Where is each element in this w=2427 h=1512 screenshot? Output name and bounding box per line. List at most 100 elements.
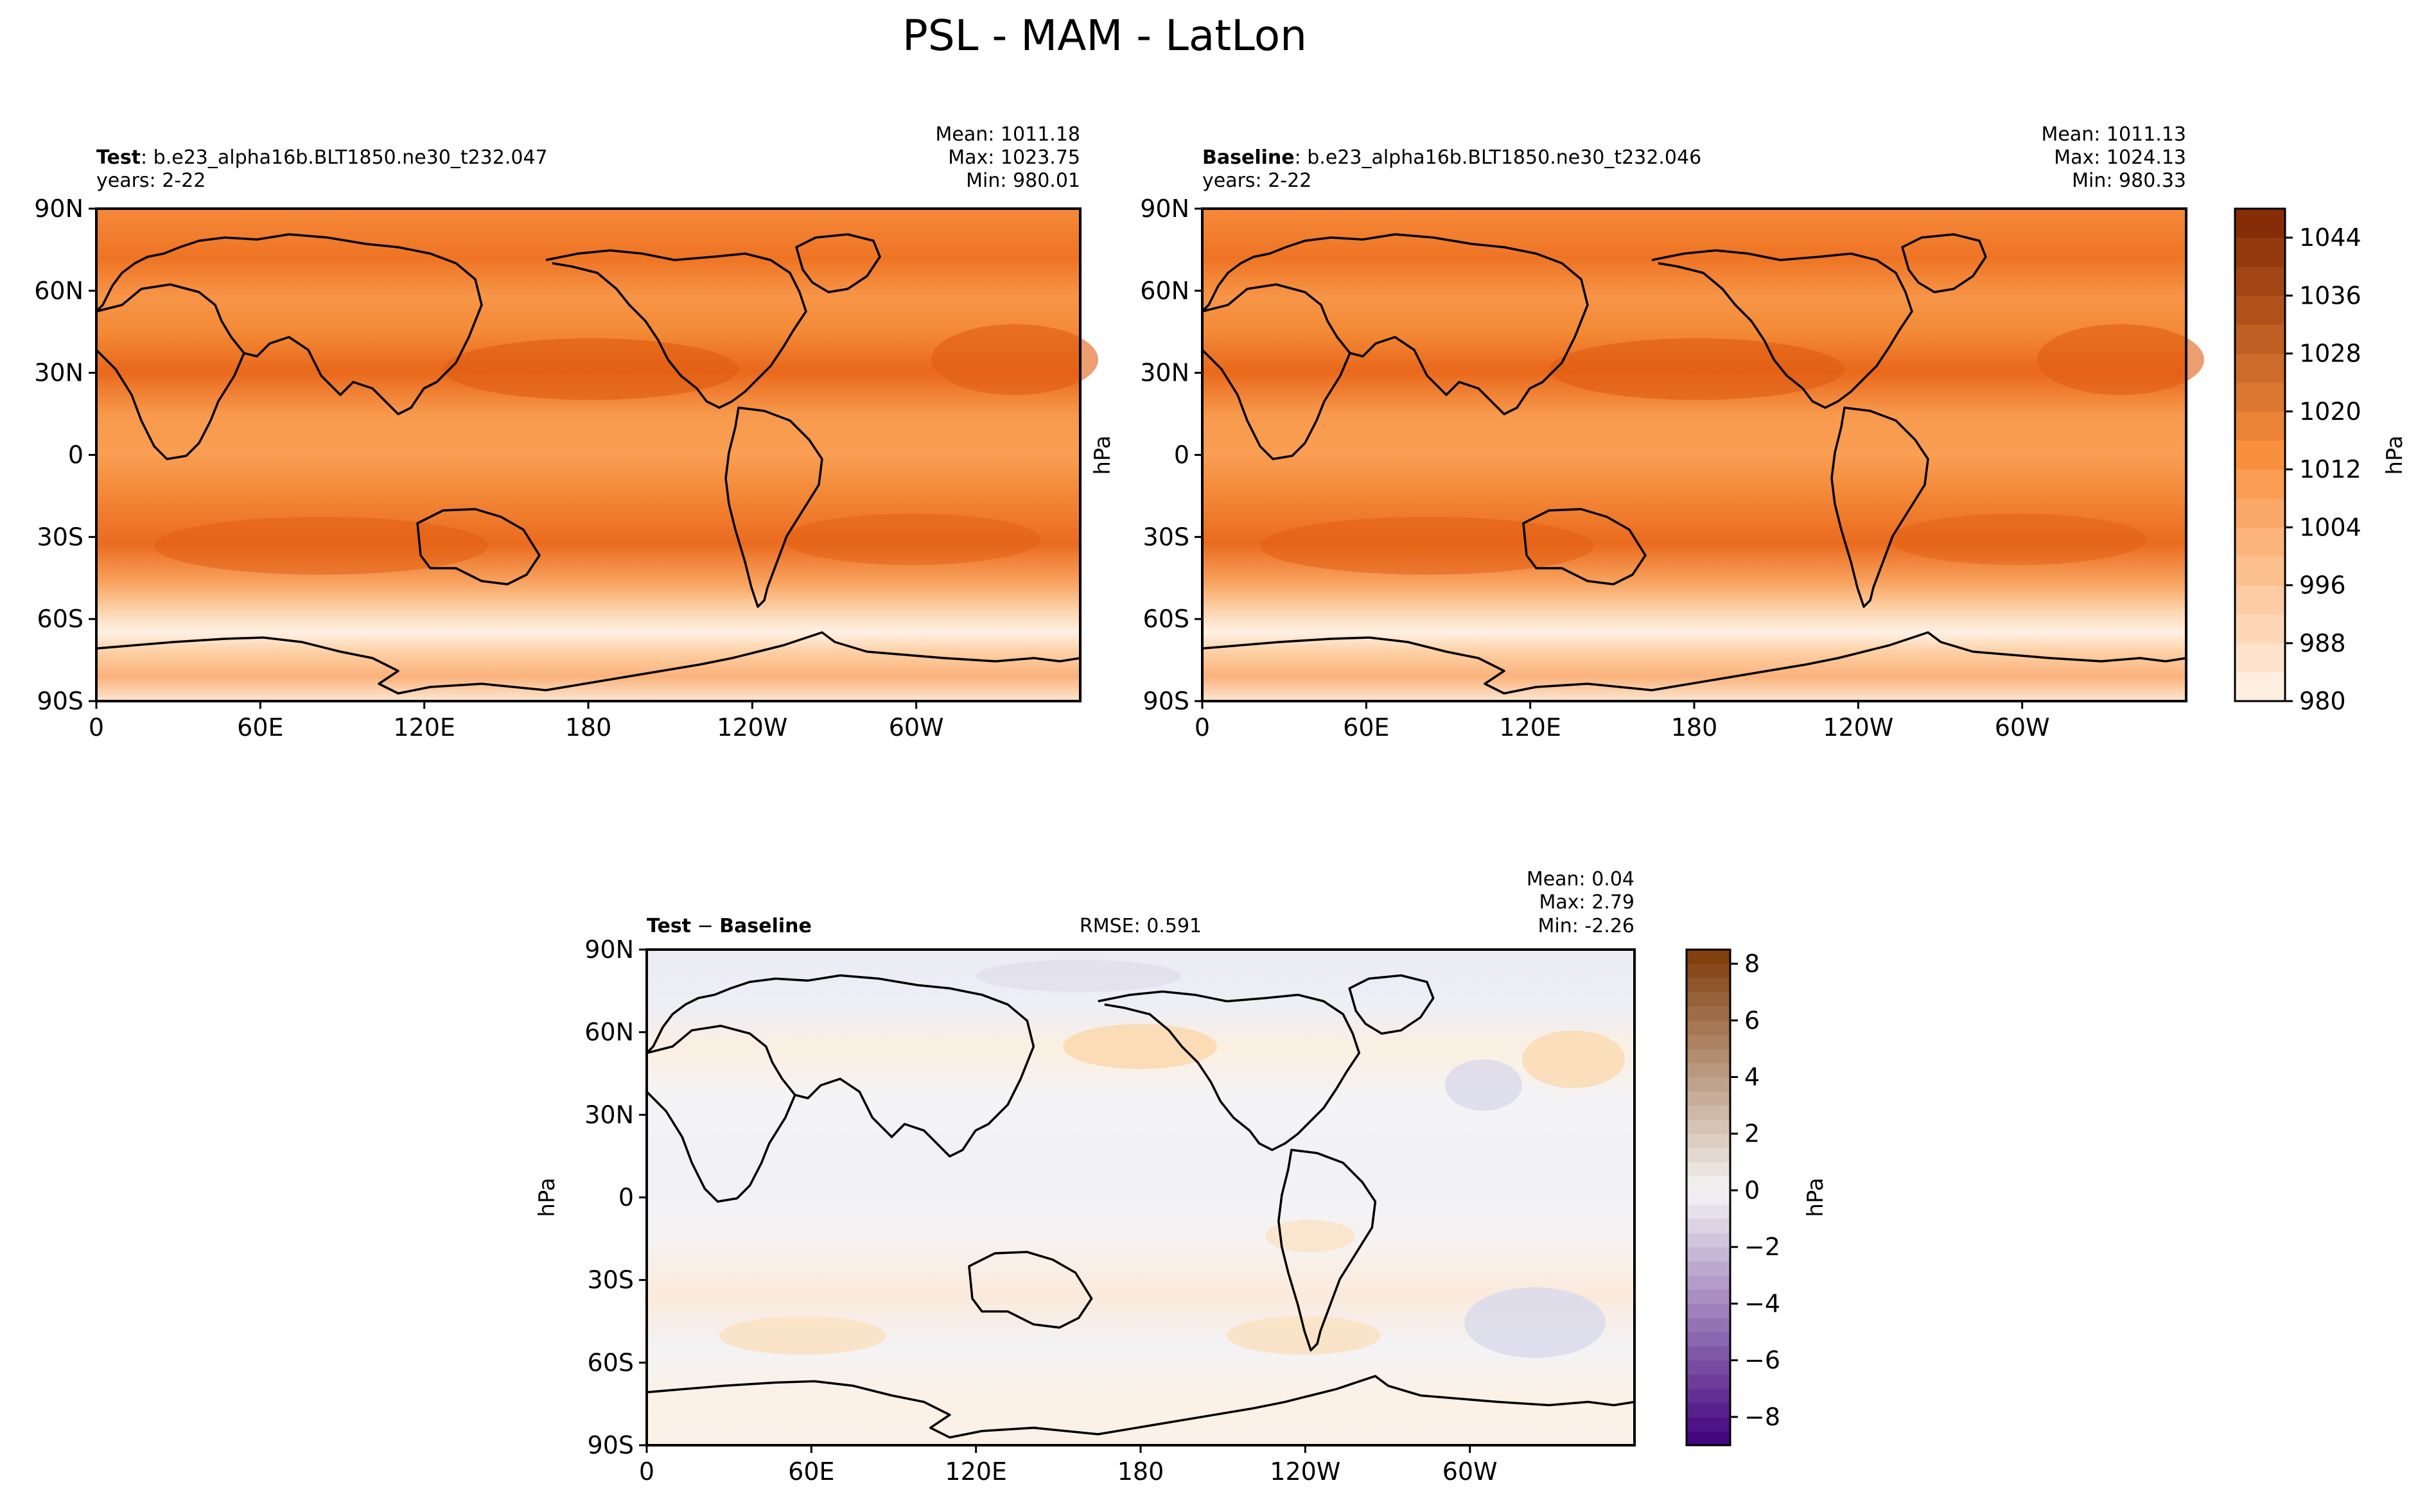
diff-colorbar-band	[1687, 992, 1730, 1007]
coast-australia	[968, 1251, 1093, 1329]
diff-colorbar-band	[1687, 1233, 1730, 1247]
diff-colorbar-band	[1687, 1332, 1730, 1347]
diff-colorbar-band	[1687, 1247, 1730, 1262]
baseline-ytick-label: 60N	[1140, 277, 1189, 305]
baseline-yticks: 90N 60N 30N 0 30S 60S 90S	[1140, 195, 1202, 715]
baseline-ytick-label: 90N	[1140, 195, 1189, 223]
diff-colorbar-tick-label: 4	[1744, 1063, 1760, 1091]
test-years: years: 2-22	[96, 169, 206, 192]
diff-colorbar-label: hPa	[1803, 1177, 1828, 1217]
figure-title: PSL - MAM - LatLon	[902, 11, 1307, 60]
abs-colorbar-tick-label: 980	[2299, 687, 2346, 715]
baseline-ytick-label: 60S	[1143, 605, 1189, 633]
abs-colorbar-tick-label: 1020	[2299, 397, 2361, 426]
abs-colorbar-band	[2235, 238, 2285, 267]
diff-rmse: RMSE: 0.591	[1080, 915, 1202, 937]
abs-colorbar-band	[2235, 469, 2285, 499]
diff-colorbar-band	[1687, 978, 1730, 993]
test-xtick-label: 180	[565, 713, 612, 742]
abs-colorbar-tick-label: 1028	[2299, 340, 2361, 368]
abs-colorbar-tick-label: 1036	[2299, 281, 2361, 309]
baseline-ylabel: hPa	[1090, 435, 1116, 474]
diff-colorbar-band	[1687, 1402, 1730, 1418]
abs-colorbar-ticks: 1044 1036 1028 1020 1012 1004 996 988 980	[2285, 223, 2361, 715]
coast-africa	[95, 283, 245, 460]
coast-australia	[416, 508, 541, 586]
diff-xtick-label: 120E	[945, 1457, 1007, 1486]
abs-colorbar-tick-label: 1012	[2299, 455, 2361, 483]
diff-colorbar-band	[1687, 1275, 1730, 1290]
diff-ytick-label: 30S	[588, 1266, 634, 1294]
abs-colorbar-tick-label: 996	[2299, 571, 2346, 600]
abs-colorbar-band	[2235, 672, 2285, 702]
diff-colorbar-tick-label: −8	[1744, 1403, 1780, 1431]
diff-colorbar-band	[1687, 1091, 1730, 1106]
baseline-xtick-label: 60W	[1995, 713, 2050, 742]
diff-map	[645, 948, 1636, 1447]
diff-colorbar-band	[1687, 1119, 1730, 1134]
diff-colorbar-band	[1687, 1430, 1730, 1446]
test-ytick-label: 90S	[37, 687, 83, 715]
diff-colorbar-band	[1687, 1105, 1730, 1120]
diff-xtick-label: 120W	[1270, 1457, 1340, 1486]
diff-xticks: 0 60E 120E 180 120W 60W	[639, 1445, 1498, 1486]
coast-antarctica	[646, 1375, 1635, 1439]
diff-colorbar-band	[1687, 1147, 1730, 1163]
baseline-max: Max: 1024.13	[2054, 146, 2186, 169]
diff-xtick-label: 180	[1117, 1457, 1164, 1486]
baseline-high-npac	[1549, 338, 1844, 400]
diff-colorbar-tick-label: 2	[1744, 1120, 1760, 1148]
abs-colorbar-band	[2235, 324, 2285, 354]
diff-xtick-label: 0	[639, 1457, 654, 1486]
diff-colorbar: 8 6 4 2 0 −2 −4 −6 −8 hPa	[1685, 948, 1828, 1447]
test-field	[96, 209, 1080, 701]
test-label: Test: b.e23_alpha16b.BLT1850.ne30_t232.0…	[96, 146, 548, 169]
baseline-high-satl	[1889, 514, 2146, 565]
diff-ytick-label: 60S	[588, 1348, 634, 1377]
coast-north-america	[545, 249, 807, 409]
diff-colorbar-band	[1687, 1303, 1730, 1318]
test-xtick-label: 60W	[889, 713, 944, 742]
diff-colorbar-band	[1687, 1219, 1730, 1233]
diff-mean: Mean: 0.04	[1527, 868, 1634, 891]
diff-colorbar-tick-label: −2	[1744, 1233, 1780, 1261]
diff-colorbar-tick-label: −6	[1744, 1346, 1780, 1375]
coast-antarctica	[96, 631, 1081, 695]
baseline-ytick-label: 30S	[1143, 523, 1189, 551]
diff-colorbar-band	[1687, 1416, 1730, 1432]
diff-colorbar-band	[1687, 950, 1730, 964]
abs-colorbar-band	[2235, 353, 2285, 383]
diff-colorbar-band	[1687, 1034, 1730, 1049]
test-yticks: 90N 60N 30N 0 30S 60S 90S	[34, 195, 96, 715]
diff-panel: Test − Baseline RMSE: 0.591 Mean: 0.04 M…	[534, 868, 1636, 1486]
diff-xtick-label: 60W	[1442, 1457, 1498, 1486]
diff-colorbar-band	[1687, 964, 1730, 978]
diff-colorbar-tick-label: −4	[1744, 1289, 1780, 1317]
baseline-label: Baseline: b.e23_alpha16b.BLT1850.ne30_t2…	[1202, 146, 1701, 169]
abs-colorbar-band	[2235, 266, 2285, 296]
baseline-years: years: 2-22	[1202, 169, 1311, 192]
abs-colorbar-band	[2235, 614, 2285, 644]
abs-colorbar-band	[2235, 295, 2285, 325]
diff-pos-natl	[1522, 1030, 1625, 1088]
coast-africa	[1201, 283, 1351, 460]
diff-field	[647, 950, 1634, 1445]
diff-colorbar-band	[1687, 1360, 1730, 1375]
coast-eurasia	[645, 974, 1035, 1158]
abs-colorbar-tick-label: 1004	[2299, 513, 2361, 541]
abs-colorbar-tick-label: 1044	[2299, 223, 2361, 252]
baseline-field	[1202, 209, 2186, 701]
diff-colorbar-band	[1687, 1020, 1730, 1035]
baseline-label-bold: Baseline	[1202, 146, 1295, 169]
diff-max: Max: 2.79	[1539, 891, 1634, 914]
test-panel: Test: b.e23_alpha16b.BLT1850.ne30_t232.0…	[34, 123, 1098, 742]
abs-colorbar-band	[2235, 556, 2285, 586]
test-mean: Mean: 1011.18	[936, 123, 1080, 146]
diff-colorbar-band	[1687, 1063, 1730, 1078]
baseline-xtick-label: 0	[1195, 713, 1210, 742]
abs-colorbar-tick-label: 988	[2299, 629, 2346, 657]
diff-xtick-label: 60E	[788, 1457, 834, 1486]
abs-colorbar-frame	[2234, 207, 2286, 702]
diff-pos-epac	[1265, 1220, 1355, 1252]
abs-colorbar-band	[2235, 209, 2285, 238]
